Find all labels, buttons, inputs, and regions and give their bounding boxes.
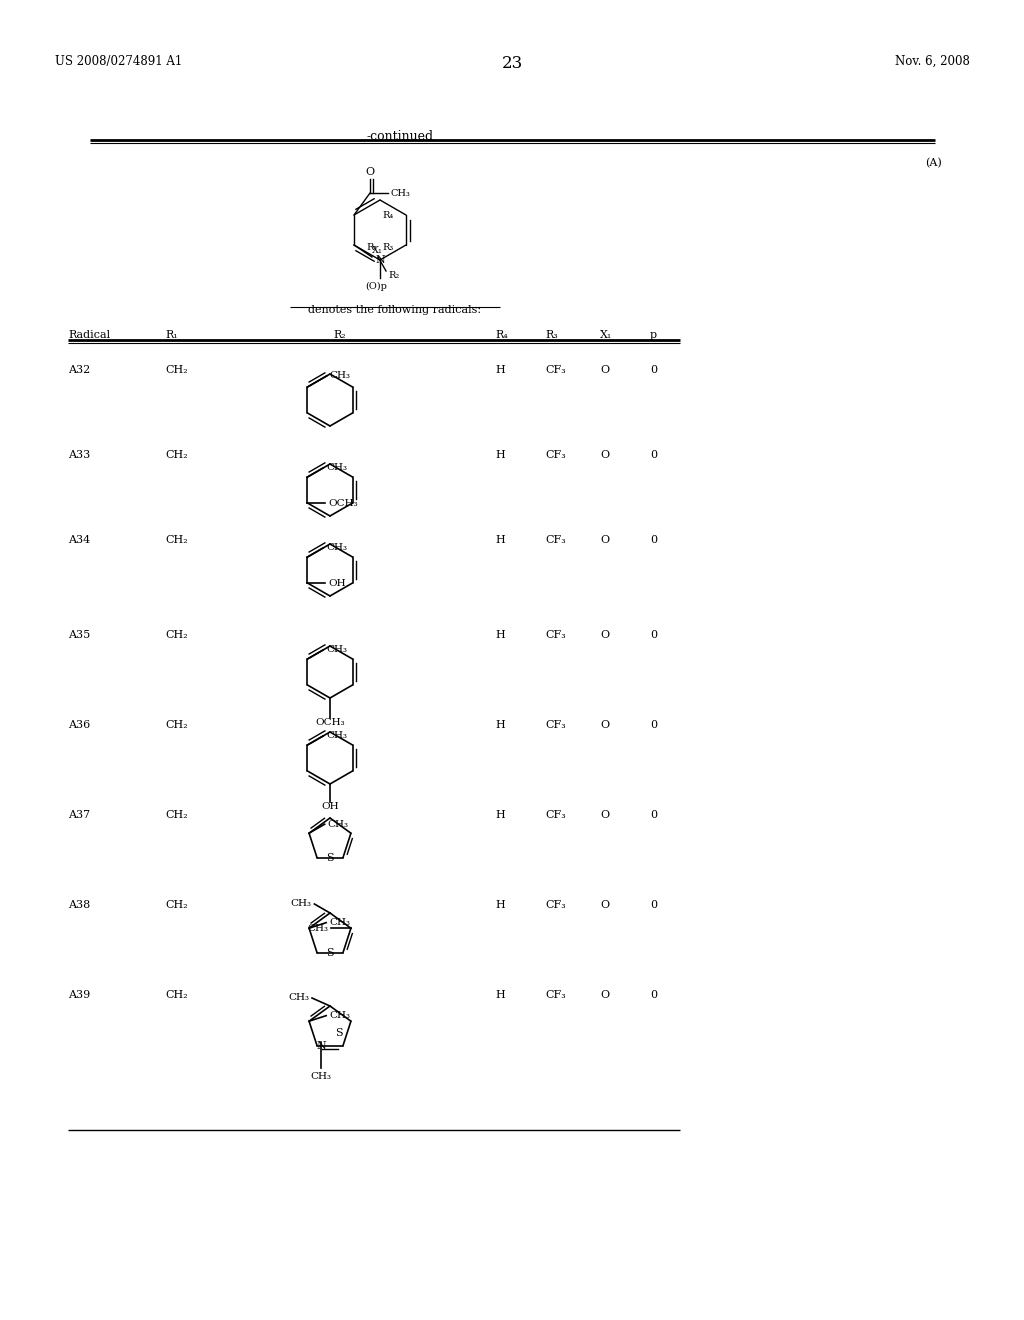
Text: H: H (495, 630, 505, 640)
Text: H: H (495, 366, 505, 375)
Text: O: O (600, 810, 609, 820)
Text: Radical: Radical (68, 330, 111, 341)
Text: S: S (327, 948, 334, 958)
Text: 0: 0 (650, 535, 657, 545)
Text: 0: 0 (650, 450, 657, 459)
Text: CH₃: CH₃ (328, 820, 348, 829)
Text: CH₃: CH₃ (329, 919, 350, 927)
Text: H: H (495, 900, 505, 909)
Text: CH₂: CH₂ (165, 990, 187, 1001)
Text: 0: 0 (650, 900, 657, 909)
Text: CF₃: CF₃ (545, 990, 565, 1001)
Text: R₄: R₄ (495, 330, 508, 341)
Text: 23: 23 (502, 55, 522, 73)
Text: US 2008/0274891 A1: US 2008/0274891 A1 (55, 55, 182, 69)
Text: O: O (600, 366, 609, 375)
Text: CH₃: CH₃ (326, 463, 347, 473)
Text: O: O (600, 535, 609, 545)
Text: OCH₃: OCH₃ (329, 499, 358, 507)
Text: A36: A36 (68, 719, 90, 730)
Text: R₂: R₂ (388, 271, 399, 280)
Text: OCH₃: OCH₃ (315, 718, 345, 727)
Text: H: H (495, 535, 505, 545)
Text: p: p (650, 330, 657, 341)
Text: CH₃: CH₃ (310, 1072, 332, 1081)
Text: CH₂: CH₂ (165, 366, 187, 375)
Text: H: H (495, 990, 505, 1001)
Text: 0: 0 (650, 630, 657, 640)
Text: N: N (375, 255, 385, 265)
Text: CF₃: CF₃ (545, 450, 565, 459)
Text: OH: OH (329, 578, 346, 587)
Text: A35: A35 (68, 630, 90, 640)
Text: (A): (A) (925, 158, 942, 169)
Text: CH₃: CH₃ (326, 645, 347, 655)
Text: R₃: R₃ (545, 330, 558, 341)
Text: R₁: R₁ (165, 330, 177, 341)
Text: 0: 0 (650, 810, 657, 820)
Text: (O)p: (O)p (366, 282, 387, 292)
Text: CH₂: CH₂ (165, 535, 187, 545)
Text: O: O (600, 630, 609, 640)
Text: O: O (366, 168, 375, 177)
Text: CH₃: CH₃ (326, 544, 347, 553)
Text: 0: 0 (650, 990, 657, 1001)
Text: CH₃: CH₃ (326, 731, 347, 741)
Text: CH₂: CH₂ (165, 900, 187, 909)
Text: OH: OH (322, 803, 339, 810)
Text: CH₃: CH₃ (390, 189, 410, 198)
Text: CF₃: CF₃ (545, 810, 565, 820)
Text: A39: A39 (68, 990, 90, 1001)
Text: CH₃: CH₃ (329, 1011, 350, 1020)
Text: CH₂: CH₂ (165, 450, 187, 459)
Text: X₁: X₁ (372, 246, 383, 255)
Text: N: N (316, 1040, 326, 1051)
Text: Nov. 6, 2008: Nov. 6, 2008 (895, 55, 970, 69)
Text: X₁: X₁ (600, 330, 612, 341)
Text: 0: 0 (650, 366, 657, 375)
Text: S: S (335, 1028, 343, 1039)
Text: R₁: R₁ (366, 243, 377, 252)
Text: CH₂: CH₂ (165, 630, 187, 640)
Text: CF₃: CF₃ (545, 630, 565, 640)
Text: CH₃: CH₃ (291, 899, 311, 908)
Text: O: O (600, 990, 609, 1001)
Text: denotes the following radicals:: denotes the following radicals: (308, 305, 481, 315)
Text: CH₃: CH₃ (330, 371, 350, 380)
Text: O: O (600, 719, 609, 730)
Text: 0: 0 (650, 719, 657, 730)
Text: CH₃: CH₃ (307, 924, 328, 933)
Text: S: S (327, 853, 334, 863)
Text: H: H (495, 719, 505, 730)
Text: CF₃: CF₃ (545, 366, 565, 375)
Text: H: H (495, 810, 505, 820)
Text: O: O (600, 450, 609, 459)
Text: CF₃: CF₃ (545, 535, 565, 545)
Text: A32: A32 (68, 366, 90, 375)
Text: H: H (495, 450, 505, 459)
Text: CH₂: CH₂ (165, 719, 187, 730)
Text: -continued: -continued (367, 129, 433, 143)
Text: A34: A34 (68, 535, 90, 545)
Text: CF₃: CF₃ (545, 719, 565, 730)
Text: CH₃: CH₃ (288, 994, 309, 1002)
Text: R₂: R₂ (334, 330, 346, 341)
Text: A33: A33 (68, 450, 90, 459)
Text: CF₃: CF₃ (545, 900, 565, 909)
Text: R₄: R₄ (383, 210, 394, 219)
Text: A37: A37 (68, 810, 90, 820)
Text: O: O (600, 900, 609, 909)
Text: CH₂: CH₂ (165, 810, 187, 820)
Text: R₃: R₃ (383, 243, 394, 252)
Text: A38: A38 (68, 900, 90, 909)
